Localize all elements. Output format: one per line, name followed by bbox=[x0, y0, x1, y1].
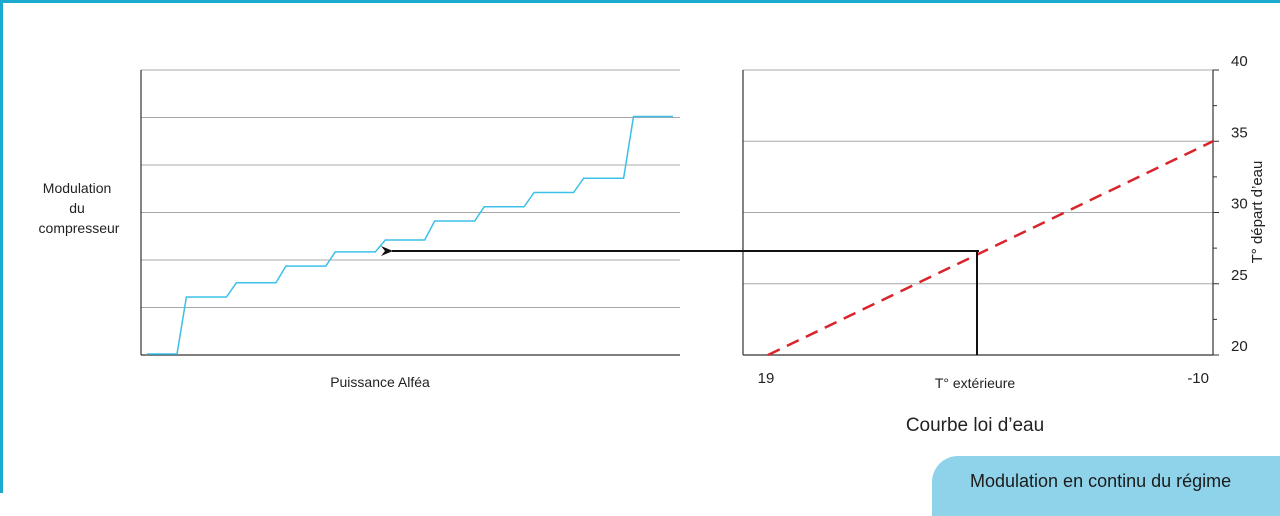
compressor-grid bbox=[141, 69, 680, 308]
water-law-x-ticks: 19 -10 bbox=[758, 370, 1209, 387]
water-law-x-tick-label: 19 bbox=[758, 370, 775, 387]
compressor-ylabel-line-3: compresseur bbox=[39, 220, 120, 236]
water-law-xlabel: T° extérieure bbox=[935, 375, 1016, 391]
water-law-ylabel: T° départ d’eau bbox=[1249, 161, 1266, 264]
compressor-ylabel-line-2: du bbox=[69, 200, 85, 216]
compressor-step-series bbox=[147, 115, 673, 355]
diagram-frame bbox=[0, 0, 1280, 493]
compressor-ylabel: Modulation du compresseur bbox=[39, 180, 120, 236]
water-law-y-ticks: 20 25 30 35 40 bbox=[1213, 53, 1248, 356]
compressor-xlabel: Puissance Alféa bbox=[330, 374, 430, 390]
continuous-modulation-badge: Modulation en continu du régime bbox=[932, 456, 1280, 516]
diagram-canvas: Modulation du compresseur Puissance Alfé… bbox=[39, 53, 1266, 436]
water-law-y-tick-label: 20 bbox=[1231, 338, 1248, 355]
water-law-chart: 20 25 30 35 40 19 -10 T° extérieure T° départ… bbox=[742, 53, 1266, 436]
water-law-y-tick-label: 40 bbox=[1231, 53, 1248, 70]
water-law-dashed-series bbox=[767, 140, 1214, 357]
compressor-ylabel-line-1: Modulation bbox=[43, 180, 112, 196]
compressor-chart: Modulation du compresseur Puissance Alfé… bbox=[39, 69, 680, 390]
water-law-x-tick-label: -10 bbox=[1187, 370, 1209, 387]
reading-connector-vertical bbox=[976, 250, 979, 355]
water-law-y-tick-label: 35 bbox=[1231, 124, 1248, 141]
water-law-title: Courbe loi d’eau bbox=[906, 415, 1044, 436]
water-law-y-tick-label: 30 bbox=[1231, 196, 1248, 213]
reading-arrow bbox=[381, 246, 979, 355]
water-law-y-tick-label: 25 bbox=[1231, 267, 1248, 284]
continuous-modulation-text: Modulation en continu du régime bbox=[970, 471, 1232, 491]
